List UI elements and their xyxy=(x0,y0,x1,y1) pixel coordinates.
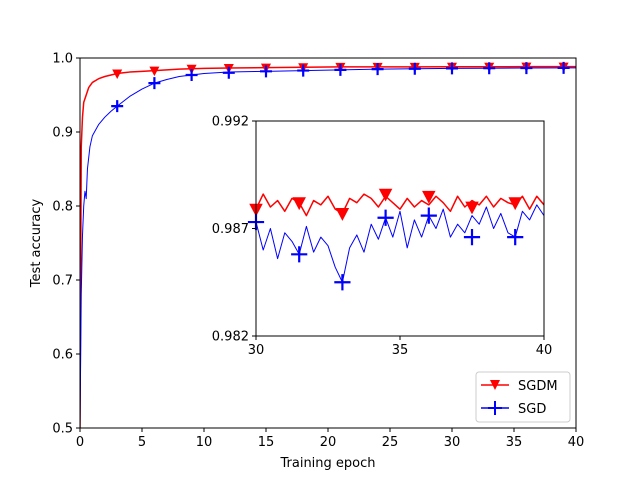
inset-series-sgdm-line xyxy=(256,193,544,217)
main-axes: 0 5 10 15 20 25 30 35 40 0.5 0.6 0.7 0.8 0.9 1.0 Trai… xyxy=(29,52,584,472)
main-x-tick-label: 25 xyxy=(382,435,399,450)
inset-series-sgd-marker xyxy=(291,246,308,263)
inset-series-sgdm-marker xyxy=(335,208,350,221)
main-series-sgd-marker xyxy=(408,62,421,75)
legend-sgdm-marker xyxy=(490,380,500,390)
x-axis-label: Training epoch xyxy=(279,456,375,471)
main-series-sgd-marker xyxy=(148,77,161,90)
inset-y-tick-label: 0.987 xyxy=(212,222,249,237)
inset-series-layer xyxy=(256,193,544,283)
main-series-sgd-marker xyxy=(483,62,496,75)
main-x-tick-label: 15 xyxy=(258,435,275,450)
main-x-tick-label: 0 xyxy=(76,435,84,450)
inset-y-tick-label: 0.992 xyxy=(212,115,249,130)
inset-series-sgdm-marker xyxy=(422,190,436,204)
main-y-tick-label: 0.7 xyxy=(52,274,73,289)
inset-series-sgd-marker xyxy=(507,229,524,246)
main-series-sgd-marker xyxy=(371,63,384,76)
inset-series-sgd-marker xyxy=(377,209,394,226)
main-series-sgd-marker xyxy=(260,65,272,78)
main-series-sgdm-marker xyxy=(112,69,123,80)
main-marker-layer xyxy=(111,61,570,113)
main-series-sgd-marker xyxy=(446,62,458,75)
main-y-axis: 0.5 0.6 0.7 0.8 0.9 1.0 xyxy=(52,52,80,437)
legend-sgd-marker xyxy=(488,401,502,415)
inset-series-sgdm-marker xyxy=(378,188,393,202)
main-x-tick-label: 30 xyxy=(444,435,461,450)
main-series-sgd-marker xyxy=(520,62,533,75)
inset-x-tick-label: 35 xyxy=(392,343,409,358)
inset-series-sgdm-marker xyxy=(292,197,306,211)
main-x-tick-label: 5 xyxy=(138,435,146,450)
main-y-tick-label: 0.6 xyxy=(52,348,73,363)
main-y-tick-label: 0.9 xyxy=(52,126,73,141)
inset-y-tick-label: 0.982 xyxy=(212,330,249,345)
inset-series-sgd-line xyxy=(256,204,544,283)
y-axis-label: Test accuracy xyxy=(29,199,44,289)
legend-sgd-label: SGD xyxy=(518,402,546,417)
inset-series-sgdm-marker xyxy=(508,197,522,211)
main-series-sgdm-marker xyxy=(149,66,160,77)
inset-y-axis: 0.982 0.987 0.992 xyxy=(212,115,256,345)
main-x-tick-label: 10 xyxy=(196,435,213,450)
main-series-sgd-marker xyxy=(297,64,310,77)
inset-x-axis: 30 35 40 xyxy=(248,336,553,358)
main-series-sgd-marker xyxy=(557,61,570,74)
inset-axes: 30 35 40 0.982 0.987 0.992 xyxy=(212,115,552,359)
legend: SGDM SGD xyxy=(475,371,571,423)
main-x-tick-label: 40 xyxy=(568,435,585,450)
main-y-tick-label: 1.0 xyxy=(52,52,73,67)
main-x-tick-label: 20 xyxy=(320,435,337,450)
main-series-sgd-marker xyxy=(111,100,124,113)
inset-series-sgdm-marker xyxy=(465,201,479,215)
main-x-axis: 0 5 10 15 20 25 30 35 40 xyxy=(76,428,584,450)
main-y-tick-label: 0.5 xyxy=(52,422,73,437)
main-series-sgd-marker xyxy=(185,69,198,82)
inset-series-sgd-marker xyxy=(334,274,351,291)
legend-sgdm-label: SGDM xyxy=(518,379,558,394)
inset-background xyxy=(256,121,544,336)
main-x-tick-label: 35 xyxy=(506,435,523,450)
main-y-tick-label: 0.8 xyxy=(52,200,73,215)
inset-x-tick-label: 30 xyxy=(248,343,265,358)
main-series-sgd-line xyxy=(80,67,576,428)
inset-series-sgd-marker xyxy=(463,229,481,246)
main-series-sgd-marker xyxy=(334,63,347,76)
inset-series-sgd-marker xyxy=(420,207,437,224)
main-series-sgd-marker xyxy=(222,66,235,79)
inset-x-tick-label: 40 xyxy=(536,343,553,358)
